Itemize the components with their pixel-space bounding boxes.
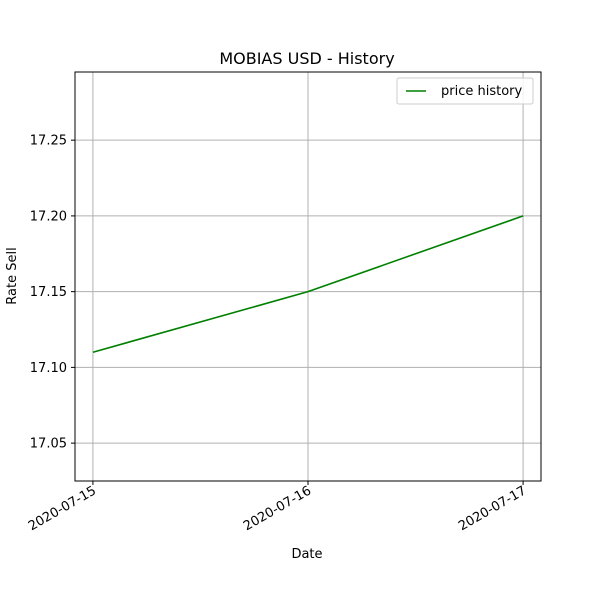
grid-lines [75, 72, 541, 481]
y-tick-label: 17.05 [30, 437, 67, 452]
y-axis-ticks: 17.05 17.10 17.15 17.20 17.25 [30, 134, 75, 452]
x-tick-label: 2020-07-15 [26, 483, 99, 534]
y-tick-label: 17.15 [30, 285, 67, 300]
series-line-price-history [92, 215, 524, 354]
chart-title: MOBIAS USD - History [219, 49, 394, 68]
x-tick-label: 2020-07-16 [241, 483, 314, 534]
x-tick-label: 2020-07-17 [456, 483, 529, 534]
y-tick-label: 17.10 [30, 361, 67, 376]
y-tick-label: 17.25 [30, 134, 67, 149]
x-axis-label: Date [291, 547, 322, 562]
legend-box [396, 77, 534, 105]
series-layer [92, 215, 524, 354]
y-axis-label: Rate Sell [5, 247, 20, 304]
y-tick-label: 17.20 [30, 209, 67, 224]
legend-label: price history [441, 84, 523, 99]
legend: price history [396, 77, 534, 105]
x-axis-ticks: 2020-07-15 2020-07-16 2020-07-17 [26, 481, 529, 534]
